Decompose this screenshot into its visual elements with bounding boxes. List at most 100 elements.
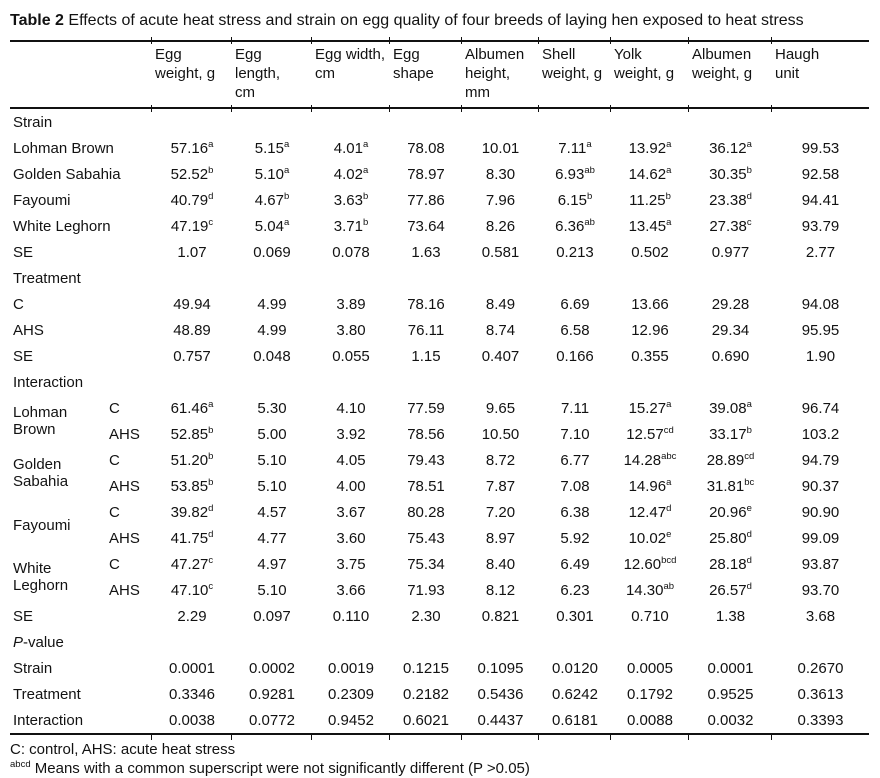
treatment-label: AHS <box>109 477 140 495</box>
value-cell: 3.80 <box>336 321 366 339</box>
value-cell: 33.17b <box>709 424 752 443</box>
col-header-yolk-weight: Yolk weight, g <box>610 36 689 111</box>
footnote-superscripts: abcd Means with a common superscript wer… <box>10 759 870 778</box>
value-cell: 5.00 <box>257 425 287 443</box>
value-cell: 6.36ab <box>555 216 595 235</box>
value-cell: 12.96 <box>631 321 669 339</box>
value-cell: 0.355 <box>631 347 669 365</box>
table-row: AHS 47.10c 5.10 3.66 71.93 8.12 6.23 14.30ab 26.… <box>10 577 869 603</box>
value-cell: 6.23 <box>560 581 590 599</box>
table-row: Fayoumi C 39.82d 4.57 3.67 80.28 7.20 6.38 12.47… <box>10 499 869 533</box>
row-label: SE <box>13 243 34 261</box>
section-row: P-value <box>10 629 869 655</box>
value-cell: 0.0001 <box>707 659 754 677</box>
row-label: Fayoumi <box>13 516 71 534</box>
value-cell: 0.821 <box>481 607 520 625</box>
section-row: Treatment <box>10 265 869 291</box>
row-label: Interaction <box>13 711 84 729</box>
value-cell: 3.92 <box>336 425 366 443</box>
value-cell: 79.43 <box>407 451 445 469</box>
value-cell: 28.89cd <box>706 450 755 469</box>
value-cell: 0.9452 <box>311 707 390 740</box>
page: Table 2 Effects of acute heat stress and… <box>10 10 870 778</box>
value-cell: 3.66 <box>336 581 366 599</box>
value-cell: 0.581 <box>481 243 520 261</box>
value-cell: 0.0001 <box>169 659 215 677</box>
value-cell: 0.6242 <box>552 685 598 703</box>
value-cell: 5.10 <box>257 477 287 495</box>
value-cell: 27.38c <box>709 216 752 235</box>
footnotes: C: control, AHS: acute heat stress abcd … <box>10 740 870 778</box>
value-cell: 0.2309 <box>328 685 374 703</box>
row-label: C <box>13 295 24 313</box>
value-cell: 1.15 <box>411 347 441 365</box>
value-cell: 2.30 <box>411 607 441 625</box>
section-label: Strain <box>13 113 53 131</box>
value-cell: 0.0772 <box>231 707 312 740</box>
value-cell: 14.96a <box>628 476 672 495</box>
value-cell: 12.57cd <box>626 424 674 443</box>
value-cell: 0.0088 <box>610 707 689 740</box>
value-cell: 0.690 <box>711 347 750 365</box>
value-cell: 0.0002 <box>249 659 295 677</box>
value-cell: 4.99 <box>257 295 287 313</box>
value-cell: 0.097 <box>253 607 291 625</box>
value-cell: 7.96 <box>485 191 516 209</box>
value-cell: 0.3613 <box>797 685 844 703</box>
value-cell: 20.96e <box>709 502 752 521</box>
treatment-label: C <box>109 451 120 469</box>
value-cell: 0.0019 <box>328 659 374 677</box>
treatment-label: AHS <box>109 529 140 547</box>
value-cell: 51.20b <box>170 450 214 469</box>
value-cell: 0.3346 <box>169 685 215 703</box>
value-cell: 52.52b <box>170 164 214 183</box>
footnote-sup-marks: abcd <box>10 759 31 770</box>
table-title: Table 2 Effects of acute heat stress and… <box>10 10 866 32</box>
value-cell: 4.97 <box>257 555 287 573</box>
value-cell: 1.38 <box>715 607 746 625</box>
table-row: White Leghorn C 47.27c 4.97 3.75 75.34 8.40 6.4… <box>10 551 869 594</box>
value-cell: 0.0032 <box>688 707 772 740</box>
treatment-label: C <box>109 503 120 521</box>
footnote-sup-text: Means with a common superscript were not… <box>30 760 530 777</box>
value-cell: 4.00 <box>336 477 366 495</box>
value-cell: 47.19c <box>170 216 214 235</box>
col-header-label: Egg shape <box>393 46 434 82</box>
value-cell: 7.11 <box>560 399 590 417</box>
value-cell: 14.28abc <box>623 450 677 469</box>
value-cell: 0.1215 <box>403 659 449 677</box>
value-cell: 3.75 <box>336 555 366 573</box>
table-row: White Leghorn 47.19c 5.04a 3.71b 73.64 8.26 6.… <box>10 213 869 239</box>
value-cell: 0.1095 <box>477 659 524 677</box>
value-cell: 0.5436 <box>477 685 524 703</box>
table-row: AHS 48.89 4.99 3.80 76.11 8.74 6.58 12.96 29.34 9… <box>10 317 869 343</box>
row-label: Lohman Brown <box>13 139 114 157</box>
value-cell: 78.16 <box>407 295 445 313</box>
footnote-abbreviations: C: control, AHS: acute heat stress <box>10 741 236 758</box>
value-cell: 39.82d <box>170 502 214 521</box>
table-row: Strain 0.0001 0.0002 0.0019 0.1215 0.1095 0.01… <box>10 655 869 681</box>
value-cell: 49.94 <box>173 295 211 313</box>
value-cell: 0.6181 <box>538 707 611 740</box>
row-label: SE <box>13 607 34 625</box>
row-label: AHS <box>13 321 44 339</box>
value-cell: 6.38 <box>560 503 590 521</box>
table-row: C 49.94 4.99 3.89 78.16 8.49 6.69 13.66 29.28 94.… <box>10 291 869 317</box>
value-cell: 0.055 <box>332 347 370 365</box>
egg-quality-table: Egg weight, g Egg length, cm Egg width, … <box>10 36 869 740</box>
row-label: Golden Sabahia <box>13 456 69 490</box>
table-row: Lohman Brown C 61.46a 5.30 4.10 77.59 9.65 7.11… <box>10 395 869 438</box>
value-cell: 13.66 <box>631 295 669 313</box>
value-cell: 23.38d <box>709 190 752 209</box>
table-row: AHS 53.85b 5.10 4.00 78.51 7.87 7.08 14.96a 31.8… <box>10 473 869 499</box>
value-cell: 8.12 <box>485 581 516 599</box>
value-cell: 26.57d <box>709 580 752 599</box>
value-cell: 93.87 <box>801 555 840 573</box>
row-label: White Leghorn <box>13 560 69 594</box>
value-cell: 13.92a <box>628 138 672 157</box>
value-cell: 99.09 <box>801 529 840 547</box>
value-cell: 5.30 <box>257 399 287 417</box>
section-label: Interaction <box>13 373 84 391</box>
value-cell: 5.04a <box>254 216 290 235</box>
value-cell: 48.89 <box>173 321 211 339</box>
